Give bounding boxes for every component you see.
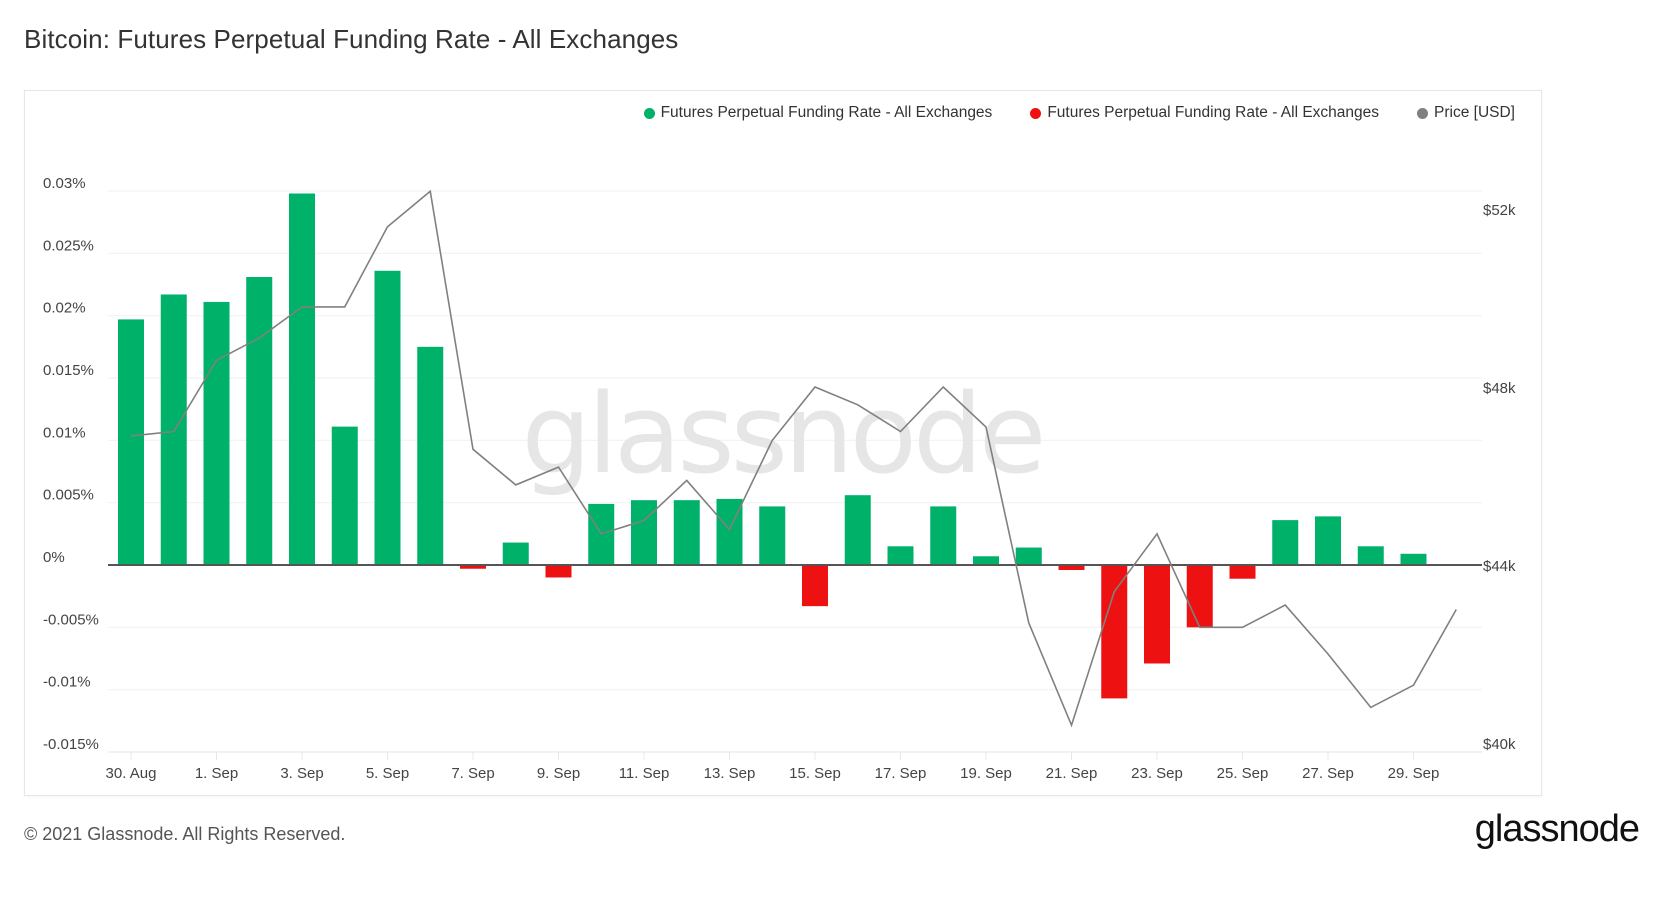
y-tick-label: -0.005%	[43, 611, 99, 628]
y-tick-label: 0%	[43, 549, 65, 566]
svg-text:glassnode: glassnode	[522, 370, 1043, 498]
bar-positive[interactable]	[160, 294, 187, 565]
bar-negative[interactable]	[1144, 565, 1170, 664]
y-axis-right: $52k $48k $44k $40k	[1483, 202, 1516, 753]
y2-tick-label: $40k	[1483, 736, 1516, 753]
bar-positive[interactable]	[246, 277, 273, 565]
x-tick-label: 30. Aug	[106, 765, 157, 782]
legend-item-price[interactable]: Price [USD]	[1417, 104, 1515, 122]
glassnode-logo: glassnode	[1474, 808, 1640, 850]
price-polyline[interactable]	[130, 189, 1457, 728]
bar-negative[interactable]	[460, 565, 486, 569]
y-axis-left: 0.03% 0.025% 0.02% 0.015% 0.01% 0.005% 0% -0.00…	[43, 175, 99, 753]
y-tick-label: 0.025%	[43, 237, 94, 254]
chart-legend: Futures Perpetual Funding Rate - All Exc…	[643, 104, 1515, 122]
bar-positive[interactable]	[631, 500, 657, 565]
bar-positive[interactable]	[1357, 546, 1384, 565]
bar-positive[interactable]	[417, 346, 444, 565]
legend-item-funding-negative[interactable]: Futures Perpetual Funding Rate - All Exc…	[1030, 104, 1379, 122]
chart-panel	[24, 90, 1542, 796]
y-tick-label: 0.01%	[43, 424, 86, 441]
bar-negative[interactable]	[1229, 565, 1256, 579]
funding-rate-bars	[118, 193, 1427, 699]
legend-label: Futures Perpetual Funding Rate - All Exc…	[1047, 104, 1380, 121]
legend-dot-icon	[1417, 107, 1429, 119]
bar-positive[interactable]	[331, 426, 358, 565]
x-tick-label: 11. Sep	[619, 765, 670, 782]
bar-negative[interactable]	[1186, 565, 1213, 628]
bar-positive[interactable]	[1315, 516, 1341, 565]
x-tick-label: 3. Sep	[280, 765, 323, 782]
page-title: Bitcoin: Futures Perpetual Funding Rate …	[24, 24, 679, 54]
bar-positive[interactable]	[289, 193, 315, 565]
x-tick-label: 13. Sep	[704, 765, 756, 782]
y2-tick-label: $52k	[1483, 202, 1516, 219]
bar-positive[interactable]	[973, 556, 999, 565]
x-axis: 30. Aug 1. Sep 3. Sep 5. Sep 7. Sep 9. Sep 11.…	[106, 752, 1440, 782]
x-tick-label: 9. Sep	[537, 765, 580, 782]
y-tick-label: 0.005%	[43, 487, 94, 504]
y-tick-label: 0.015%	[43, 362, 94, 379]
y-tick-label: 0.03%	[43, 175, 86, 192]
x-tick-label: 17. Sep	[875, 765, 927, 782]
x-tick-label: 23. Sep	[1131, 765, 1183, 782]
legend-label: Price [USD]	[1434, 104, 1515, 121]
x-tick-label: 29. Sep	[1388, 765, 1440, 782]
legend-item-funding-positive[interactable]: Futures Perpetual Funding Rate - All Exc…	[643, 104, 993, 122]
y2-tick-label: $44k	[1483, 558, 1516, 575]
bar-positive[interactable]	[374, 270, 401, 565]
x-tick-label: 1. Sep	[195, 765, 238, 782]
bar-negative[interactable]	[1101, 565, 1128, 699]
y-tick-label: -0.015%	[43, 736, 99, 753]
bar-positive[interactable]	[502, 542, 529, 565]
y2-tick-label: $48k	[1483, 380, 1516, 397]
bar-negative[interactable]	[1058, 565, 1085, 570]
x-tick-label: 19. Sep	[960, 765, 1012, 782]
bar-positive[interactable]	[844, 495, 871, 565]
bar-positive[interactable]	[673, 500, 700, 565]
x-tick-label: 25. Sep	[1217, 765, 1269, 782]
bar-positive[interactable]	[759, 506, 786, 565]
bar-negative[interactable]	[802, 565, 828, 607]
watermark: glassnode	[522, 370, 1047, 498]
x-tick-label: 15. Sep	[789, 765, 841, 782]
bar-positive[interactable]	[930, 506, 957, 565]
legend-label: Futures Perpetual Funding Rate - All Exc…	[660, 104, 993, 121]
x-tick-label: 27. Sep	[1302, 765, 1354, 782]
y-tick-label: -0.01%	[43, 674, 91, 691]
legend-dot-icon	[1030, 107, 1042, 119]
y-tick-label: 0.02%	[43, 300, 86, 317]
x-tick-label: 7. Sep	[451, 765, 494, 782]
bar-negative[interactable]	[545, 565, 572, 578]
price-line	[130, 189, 1457, 728]
legend-dot-icon	[643, 107, 655, 119]
bar-positive[interactable]	[203, 301, 230, 565]
x-tick-label: 21. Sep	[1046, 765, 1098, 782]
bar-positive[interactable]	[1400, 553, 1427, 565]
bar-positive[interactable]	[887, 546, 914, 565]
copyright-text: © 2021 Glassnode. All Rights Reserved.	[24, 824, 346, 844]
bar-positive[interactable]	[118, 319, 144, 565]
x-tick-label: 5. Sep	[366, 765, 409, 782]
bar-positive[interactable]	[1015, 547, 1042, 565]
bar-positive[interactable]	[1272, 520, 1299, 565]
